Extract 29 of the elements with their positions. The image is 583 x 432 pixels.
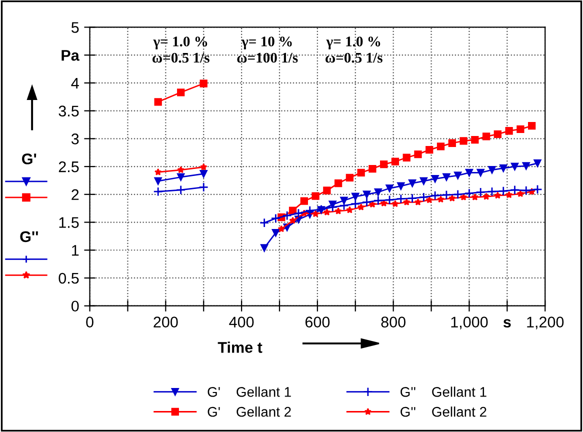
y-tick-label: Pa xyxy=(62,50,80,61)
y-tick-label: 3 xyxy=(71,134,79,144)
y-tick-label: 1.5 xyxy=(59,217,79,228)
legend-label: G'' Gellant 1 xyxy=(400,386,486,397)
legend-label: G' Gellant 2 xyxy=(208,406,291,417)
legend-label: G' Gellant 1 xyxy=(208,386,291,397)
y-tick-label: 1 xyxy=(72,245,79,256)
x-tick-label: s xyxy=(503,319,511,328)
y-tick-label: 2.5 xyxy=(58,161,79,172)
y-tick-label: 3.5 xyxy=(58,106,79,116)
x-tick-label: 1,000 xyxy=(451,316,488,330)
annotation: γ= 1.0 % ω=0.5 1/s xyxy=(326,36,382,63)
x-tick-label: 600 xyxy=(305,316,330,328)
x-tick-label: 800 xyxy=(381,316,406,328)
text: G' xyxy=(22,153,36,164)
legend-label: G'' Gellant 2 xyxy=(400,406,486,417)
annotation: γ= 1.0 % ω=0.5 1/s xyxy=(152,36,210,63)
x-tick-label: 1,200 xyxy=(527,316,564,330)
y-tick-label: 4 xyxy=(71,78,79,88)
x-tick-label: 0 xyxy=(86,316,94,328)
x-axis-title: Time t xyxy=(218,342,262,353)
y-tick-label: 5 xyxy=(71,22,79,33)
y-tick-label: 0 xyxy=(71,300,79,312)
annotation: γ= 10 % ω=100 1/s xyxy=(237,36,298,63)
text: G'' xyxy=(20,231,38,242)
x-tick-label: 400 xyxy=(229,316,254,328)
y-tick-label: 2 xyxy=(72,189,79,200)
y-tick-label: 0.5 xyxy=(58,272,79,284)
x-tick-label: 200 xyxy=(154,316,178,328)
